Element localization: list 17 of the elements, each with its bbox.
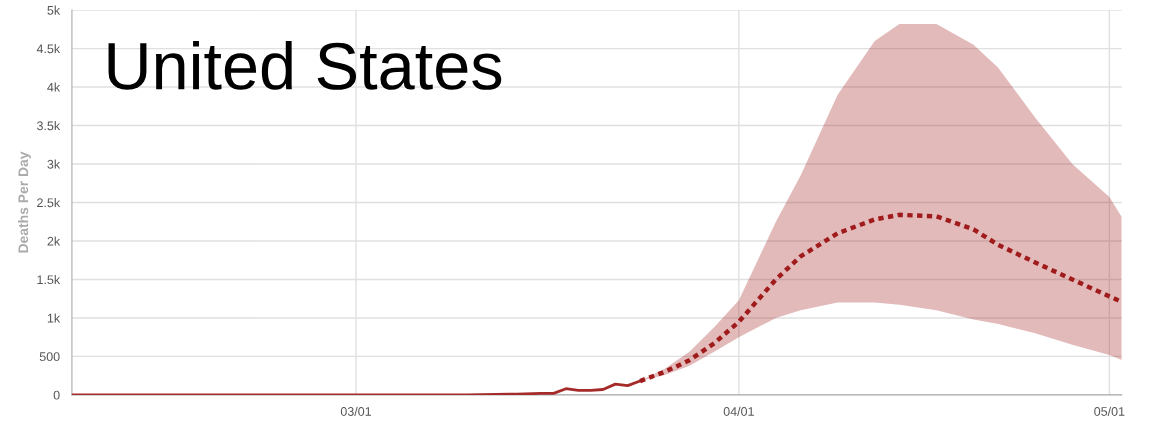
line-series — [637, 212, 1122, 384]
y-tick-label: 1.5k — [37, 274, 61, 285]
y-tick-label: 4k — [47, 82, 61, 92]
x-tick-label: 03/01 — [340, 406, 372, 416]
y-tick-label: 1k — [47, 313, 61, 323]
y-tick-label: 0 — [53, 390, 60, 400]
chart-title: United States — [108, 40, 502, 90]
y-tick-label: 4.5k — [36, 44, 61, 54]
y-tick-label: 2.5k — [37, 197, 61, 208]
x-tick-label: 05/01 — [1094, 406, 1125, 416]
y-tick-label: 3k — [47, 159, 61, 169]
y-tick-label: 3.5k — [36, 121, 61, 131]
y-tick-label: 500 — [39, 352, 60, 362]
x-tick-label: 04/01 — [723, 406, 754, 416]
y-axis-title: Deaths Per Day — [17, 151, 31, 253]
y-tick-label: 5k — [47, 5, 61, 15]
y-tick-label: 2k — [47, 236, 61, 246]
